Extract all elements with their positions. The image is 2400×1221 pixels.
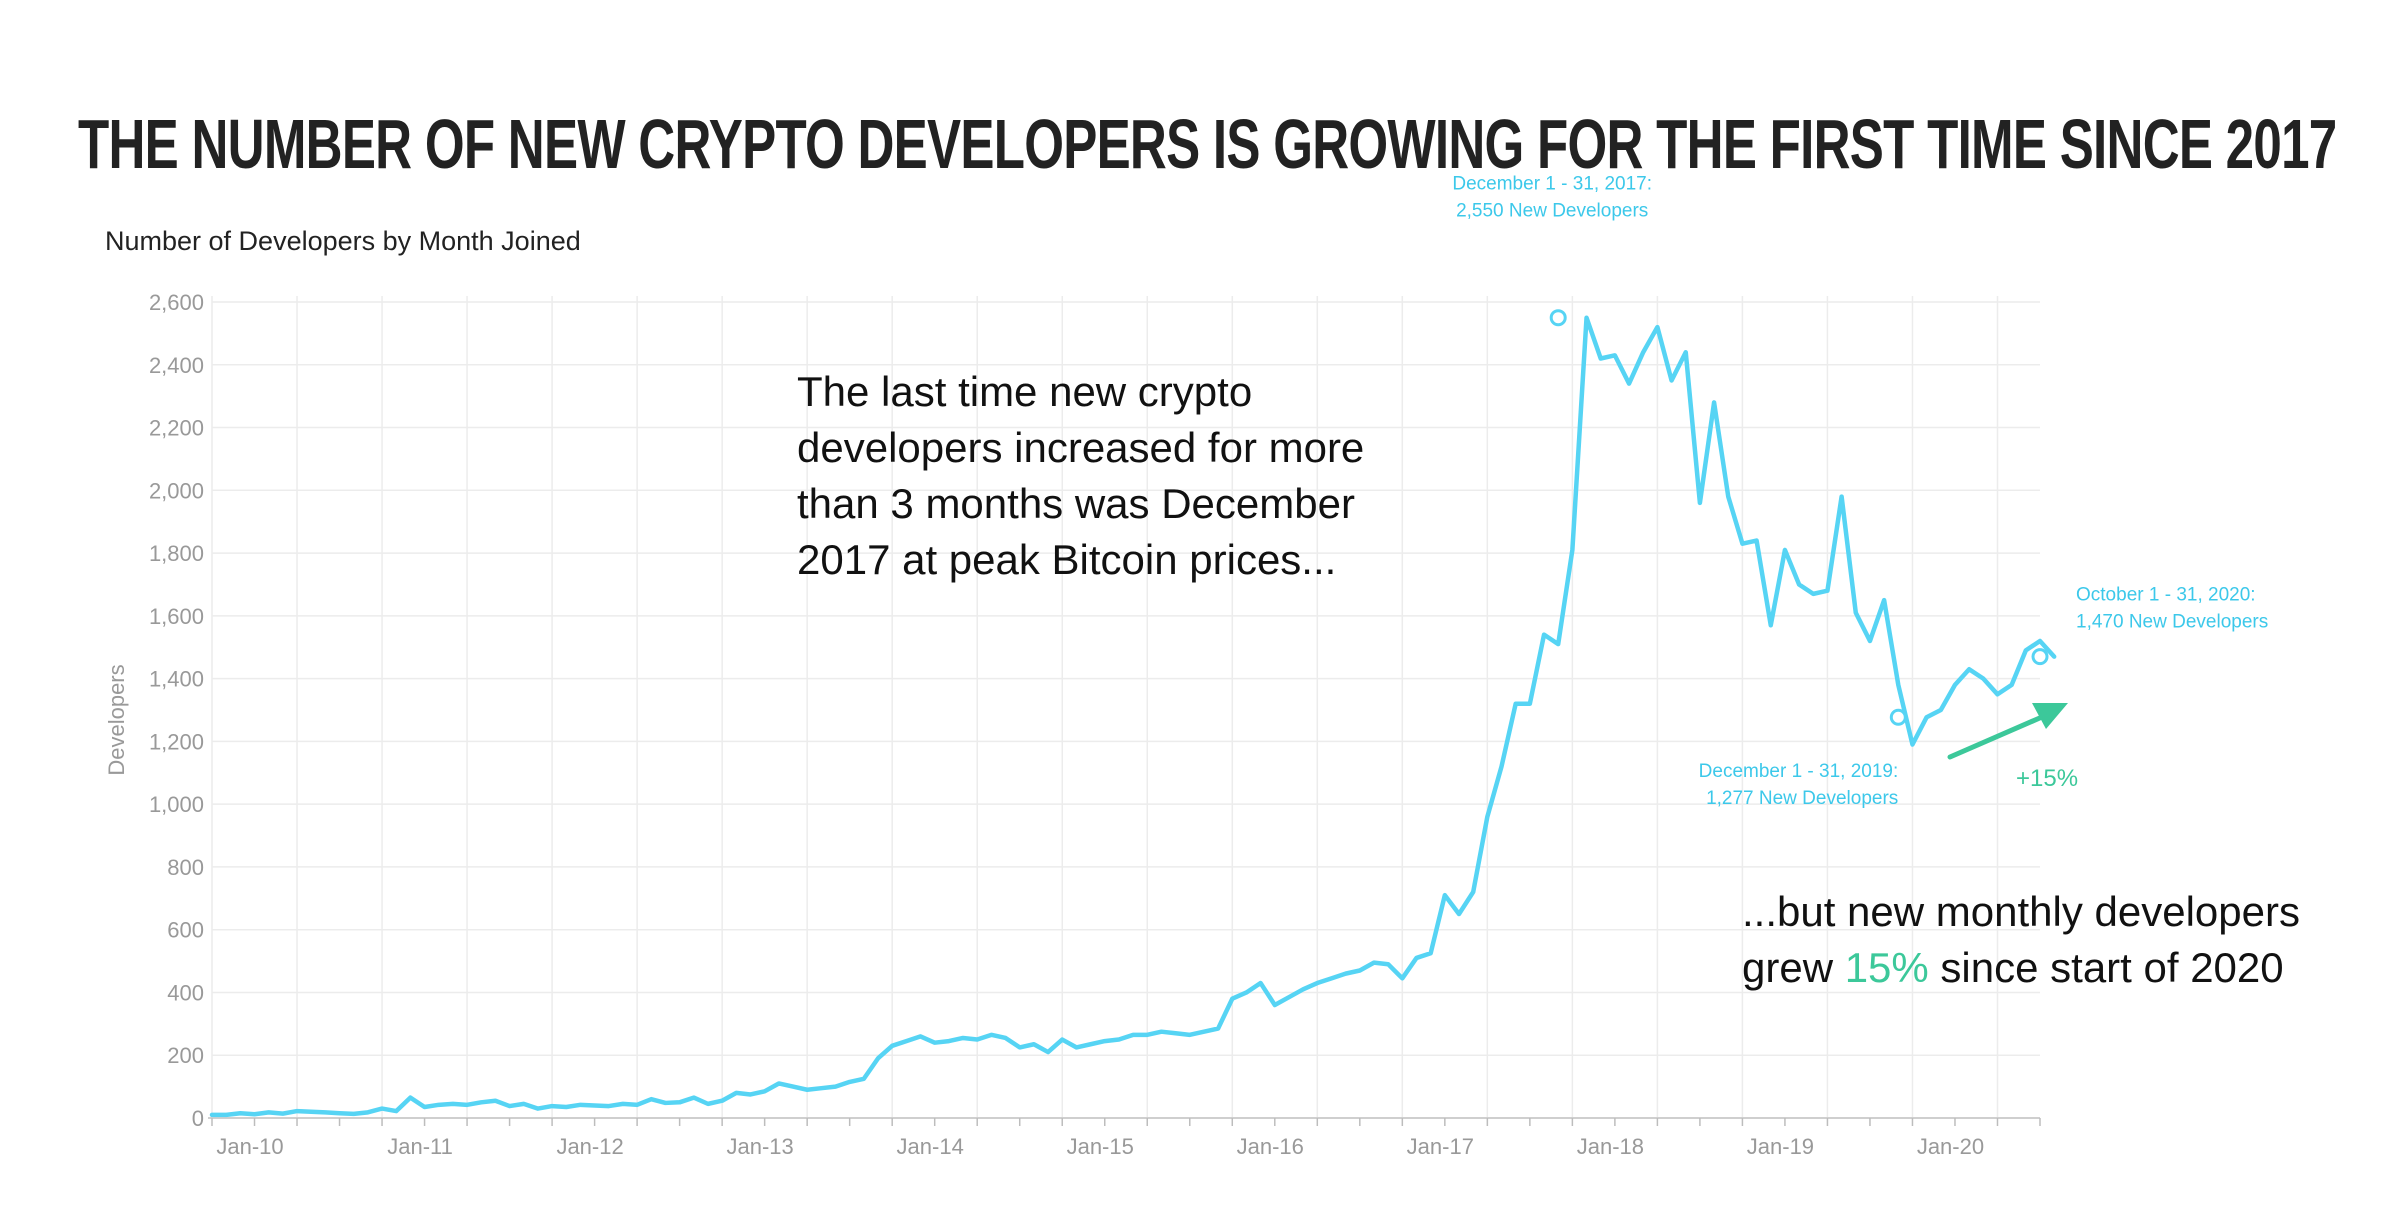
y-tick-label: 600 (167, 918, 204, 943)
annotation-date: October 1 - 31, 2020: (2076, 585, 2256, 606)
growth-indicator: +15% (1947, 703, 2078, 792)
y-tick-label: 0 (192, 1106, 204, 1131)
y-tick-label: 800 (167, 855, 204, 880)
x-tick-label: Jan-11 (387, 1134, 453, 1159)
y-tick-label: 1,400 (149, 667, 204, 692)
annotation-date: December 1 - 31, 2019: (1699, 761, 1899, 782)
series-line-new-developers (209, 315, 2057, 1118)
x-tick-label: Jan-12 (556, 1134, 623, 1159)
y-tick-label: 400 (167, 980, 204, 1005)
y-tick-label: 2,000 (149, 478, 204, 503)
growth-arrow-head (2032, 703, 2068, 729)
annotation-value: 2,550 New Developers (1456, 201, 1648, 222)
annotations: December 1 - 31, 2017: 2,550 New Develope… (1452, 174, 2268, 810)
page-title: The Number of New Crypto Developers is G… (78, 105, 2337, 183)
annotation-marker (1889, 708, 1907, 726)
callout-growth-percent: 15% (1844, 944, 1929, 991)
annotation-marker (1549, 309, 1567, 327)
annotation-marker (2031, 648, 2049, 666)
x-tick-label: Jan-13 (726, 1134, 793, 1159)
callout-growth: ...but new monthly developers grew 15% s… (1742, 884, 2382, 996)
annotation-value: 1,277 New Developers (1706, 788, 1898, 809)
growth-arrow-shaft (1947, 714, 2045, 760)
callout-growth-text-2: since start of 2020 (1928, 944, 2284, 991)
annotation-date: December 1 - 31, 2017: (1452, 174, 1652, 195)
x-tick-label: Jan-10 (216, 1134, 283, 1159)
series-lines (209, 315, 2057, 1118)
y-tick-label: 1,200 (149, 729, 204, 754)
annotation-value: 1,470 New Developers (2076, 612, 2268, 633)
y-axis: 0 200 400 600 800 1,000 1,200 1,400 1,600 1,800 2,… (149, 290, 204, 1131)
y-tick-label: 2,600 (149, 290, 204, 315)
x-tick-label: Jan-18 (1577, 1134, 1644, 1159)
x-tick-label: Jan-19 (1747, 1134, 1814, 1159)
y-tick-label: 1,600 (149, 604, 204, 629)
x-tick-label: Jan-15 (1067, 1134, 1134, 1159)
y-axis-label: Developers (104, 664, 129, 775)
callout-peak: The last time new crypto developers incr… (797, 368, 1365, 583)
y-tick-label: 1,800 (149, 541, 204, 566)
x-tick-label: Jan-16 (1237, 1134, 1304, 1159)
x-tick-label: Jan-14 (897, 1134, 964, 1159)
x-tick-label: Jan-20 (1917, 1134, 1984, 1159)
x-axis: Jan-10 Jan-11 Jan-12 Jan-13 Jan-14 Jan-15 Jan-… (208, 1117, 2041, 1159)
chart-title: Number of Developers by Month Joined (105, 226, 581, 256)
y-tick-label: 200 (167, 1043, 204, 1068)
callout-growth-text-1: ...but new monthly developers grew (1742, 888, 2300, 991)
y-tick-label: 2,400 (149, 353, 204, 378)
x-tick-label: Jan-17 (1407, 1134, 1474, 1159)
growth-label: +15% (2016, 765, 2078, 792)
y-tick-label: 2,200 (149, 416, 204, 441)
y-tick-label: 1,000 (149, 792, 204, 817)
